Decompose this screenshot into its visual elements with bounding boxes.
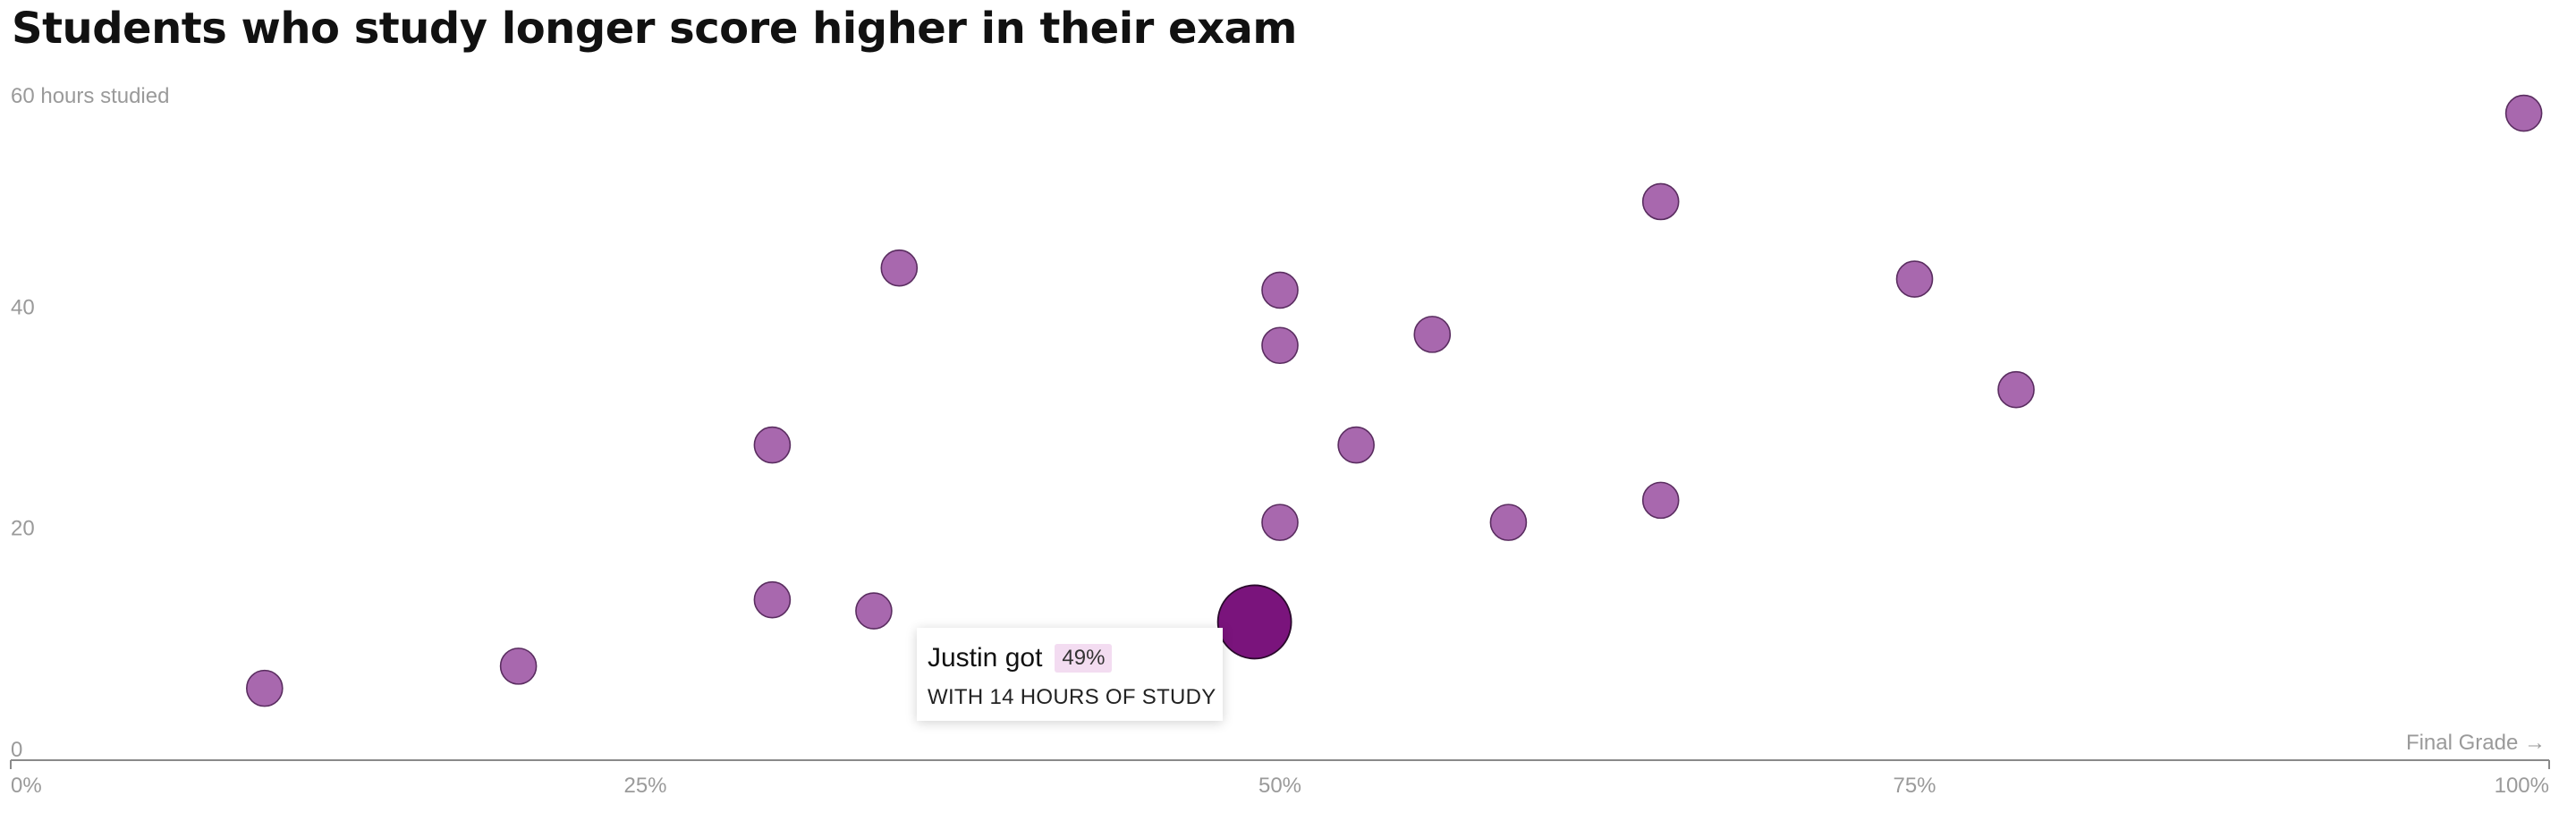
data-point[interactable] [499, 647, 538, 685]
y-axis-label: 60 hours studied [11, 84, 169, 108]
tooltip-name: Justin got [928, 643, 1043, 673]
x-tick-label: 0% [11, 774, 42, 798]
highlight-point-justin[interactable] [1216, 584, 1292, 660]
data-point[interactable] [245, 669, 284, 707]
tooltip-subtitle: WITH 14 HOURS OF STUDY [928, 685, 1216, 709]
chart-title: Students who study longer score higher i… [12, 4, 1297, 54]
x-tick-label: 25% [623, 774, 666, 798]
data-point[interactable] [1997, 370, 2035, 409]
tooltip: Justin got 49% WITH 14 HOURS OF STUDY [917, 628, 1223, 721]
tooltip-header: Justin got 49% [928, 639, 1212, 678]
data-point[interactable] [1489, 504, 1528, 541]
data-points [245, 94, 2543, 707]
data-point[interactable] [880, 249, 919, 287]
data-point[interactable] [753, 426, 792, 464]
y-tick-label: 0 [11, 738, 22, 762]
tooltip-value-badge: 49% [1055, 644, 1113, 673]
y-tick-label: 20 [11, 517, 35, 541]
y-tick-label: 40 [11, 295, 35, 319]
data-point[interactable] [855, 592, 893, 630]
y-tick-labels: 0 20 40 [11, 295, 35, 762]
x-tick-label: 100% [2495, 774, 2549, 798]
x-tick-label: 50% [1258, 774, 1301, 798]
data-point[interactable] [1337, 426, 1375, 464]
data-point[interactable] [1261, 271, 1299, 309]
x-axis-label: Final Grade → [2406, 731, 2546, 755]
data-point[interactable] [1413, 316, 1452, 353]
data-point[interactable] [1261, 504, 1299, 541]
data-point[interactable] [1895, 260, 1934, 298]
x-tick-labels: 0% 25% 50% 75% 100% [11, 774, 2549, 798]
data-point[interactable] [1641, 182, 1680, 221]
x-tick-label: 75% [1893, 774, 1936, 798]
axis-group [10, 759, 2550, 769]
data-point[interactable] [1641, 481, 1680, 520]
data-point[interactable] [2504, 94, 2543, 132]
data-point[interactable] [753, 580, 792, 619]
data-point[interactable] [1261, 326, 1299, 365]
